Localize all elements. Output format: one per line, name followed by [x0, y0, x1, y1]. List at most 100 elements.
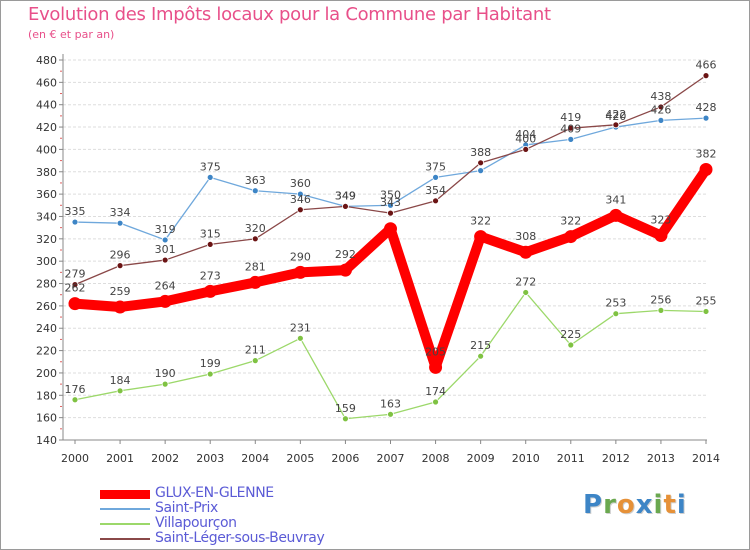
y-tick-label: 400	[36, 143, 57, 156]
data-label: 334	[110, 206, 131, 219]
legend-item-villapourcon: Villapourçon	[100, 515, 420, 532]
data-point	[161, 236, 169, 244]
data-label: 438	[650, 90, 671, 103]
legend-item-saint-leger: Saint-Léger-sous-Beuvray	[100, 530, 420, 547]
data-label: 296	[110, 249, 131, 262]
data-point	[432, 197, 439, 205]
data-label: 308	[515, 230, 536, 243]
data-point	[702, 114, 710, 122]
data-label: 225	[560, 328, 581, 341]
data-point	[71, 218, 79, 226]
data-label: 350	[380, 188, 401, 201]
data-point	[429, 360, 443, 374]
data-point	[702, 72, 710, 80]
x-tick-label: 2002	[151, 452, 179, 465]
data-point	[384, 222, 397, 236]
data-label: 426	[650, 103, 671, 116]
data-point	[702, 308, 710, 315]
x-tick-label: 2012	[602, 452, 630, 465]
data-point	[387, 209, 394, 217]
data-label: 375	[200, 160, 221, 173]
data-point	[657, 103, 665, 111]
x-tick-label: 2005	[286, 452, 314, 465]
legend-label-glux: GLUX-EN-GLENNE	[155, 485, 274, 501]
data-label: 315	[200, 227, 221, 240]
logo-letter: P	[583, 490, 604, 520]
data-point	[248, 275, 262, 289]
legend-label-saint-prix: Saint-Prix	[155, 500, 218, 516]
y-tick-label: 340	[36, 210, 57, 223]
data-point	[158, 294, 172, 308]
x-tick-label: 2009	[467, 452, 495, 465]
data-point	[251, 357, 259, 365]
data-point	[206, 173, 214, 181]
data-point	[567, 124, 575, 132]
legend-item-glux: GLUX-EN-GLENNE	[100, 485, 420, 502]
data-point	[206, 370, 214, 378]
x-tick-label: 2000	[61, 452, 89, 465]
data-label: 215	[470, 339, 491, 352]
logo-letter: o	[616, 490, 636, 520]
y-tick-label: 280	[36, 278, 57, 291]
data-label: 262	[65, 282, 86, 295]
y-tick-label: 480	[36, 54, 57, 67]
y-tick-label: 240	[36, 322, 57, 335]
data-point	[387, 410, 394, 418]
data-point	[71, 396, 79, 404]
data-label: 279	[65, 268, 86, 281]
data-point	[342, 415, 349, 423]
legend-label-villapourcon: Villapourçon	[155, 515, 237, 531]
legend-item-saint-prix: Saint-Prix	[100, 500, 420, 517]
y-tick-label: 460	[36, 76, 57, 89]
data-point	[567, 135, 575, 143]
data-point	[296, 190, 304, 198]
data-point	[296, 206, 304, 214]
data-point	[519, 245, 533, 259]
data-point	[657, 306, 665, 314]
data-point	[522, 146, 530, 153]
data-point	[609, 208, 623, 222]
x-tick-label: 2014	[692, 452, 720, 465]
data-point	[342, 203, 349, 210]
data-point	[432, 398, 439, 406]
data-point	[654, 228, 668, 242]
data-point	[206, 241, 214, 248]
data-label: 176	[65, 383, 86, 396]
data-point	[113, 300, 127, 314]
data-label: 466	[696, 59, 717, 72]
data-label: 319	[155, 223, 176, 236]
data-label: 264	[155, 279, 176, 292]
data-point	[477, 159, 485, 167]
data-label: 290	[290, 250, 311, 263]
data-label: 272	[515, 275, 536, 288]
y-tick-label: 380	[36, 166, 57, 179]
data-label: 349	[335, 189, 356, 202]
y-tick-label: 360	[36, 188, 57, 201]
data-point	[612, 310, 620, 318]
data-label: 281	[245, 260, 266, 273]
data-point	[251, 187, 259, 195]
data-label: 360	[290, 177, 311, 190]
data-point	[161, 256, 169, 264]
chart-subtitle: (en € et par an)	[28, 28, 115, 41]
data-label: 163	[380, 397, 401, 410]
chart-title: Evolution des Impôts locaux pour la Comm…	[28, 4, 551, 25]
legend-label-saint-leger: Saint-Léger-sous-Beuvray	[155, 530, 325, 546]
y-tick-label: 420	[36, 121, 57, 134]
data-point	[116, 262, 124, 270]
data-point	[71, 281, 79, 289]
data-point	[293, 265, 307, 279]
data-point	[477, 167, 485, 175]
x-tick-label: 2006	[331, 452, 359, 465]
data-label: 422	[605, 108, 626, 121]
y-tick-label: 320	[36, 233, 57, 246]
proxiti-logo: Proxiti	[583, 490, 687, 520]
x-tick-label: 2007	[377, 452, 405, 465]
logo-letter: i	[653, 490, 664, 520]
data-label: 363	[245, 174, 266, 187]
x-tick-label: 2001	[106, 452, 134, 465]
legend-swatch-glux	[100, 490, 150, 499]
data-point	[657, 116, 665, 124]
y-tick-label: 180	[36, 389, 57, 402]
